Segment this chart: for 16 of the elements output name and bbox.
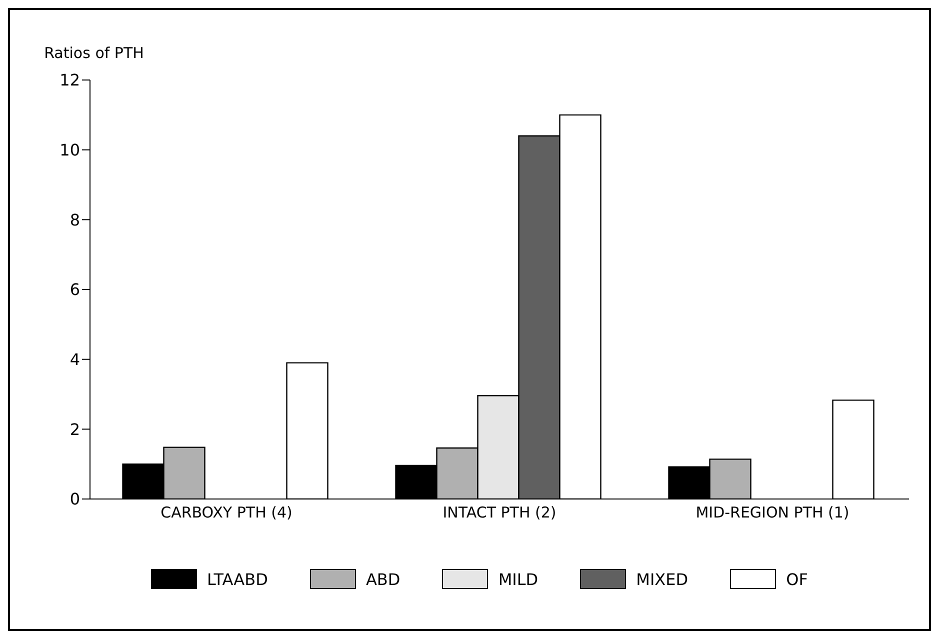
- legend-label: LTAABD: [207, 570, 268, 588]
- y-tick-label: 10: [60, 140, 80, 160]
- y-tick-label: 6: [70, 280, 80, 300]
- legend-label: MIXED: [636, 570, 688, 588]
- y-tick-label: 4: [70, 350, 80, 370]
- legend-label: OF: [786, 570, 808, 588]
- y-tick-label: 12: [60, 70, 80, 90]
- x-tick-label: INTACT PTH (2): [442, 504, 556, 522]
- x-tick-label: MID-REGION PTH (1): [696, 504, 850, 522]
- y-axis-title: Ratios of PTH: [44, 44, 144, 62]
- y-tick-label: 8: [70, 210, 80, 230]
- y-tick-label: 0: [70, 490, 80, 509]
- x-tick-label: CARBOXY PTH (4): [160, 504, 292, 522]
- legend-label: ABD: [366, 570, 400, 588]
- y-tick-label: 2: [70, 420, 80, 439]
- legend-label: MILD: [498, 570, 538, 588]
